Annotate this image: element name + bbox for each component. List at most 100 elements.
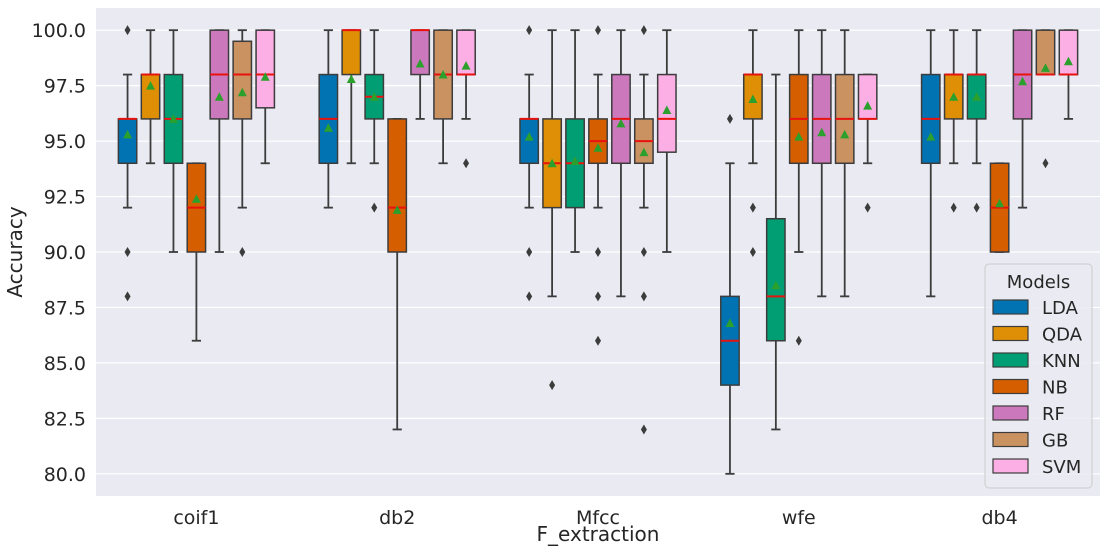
box-db4-SVM (1058, 29, 1079, 120)
legend-item-RF: RF (992, 404, 1065, 425)
y-tick-label: 97.5 (44, 76, 86, 98)
mean-marker (616, 118, 626, 128)
outlier-point (973, 202, 980, 213)
legend: Models LDA QDA KNN NB RF GB SVM (984, 263, 1093, 489)
x-tick-labels: coif1 db2 Mfcc wfe db4 (173, 507, 1017, 529)
y-tick-label: 87.5 (44, 297, 86, 319)
mean-marker (995, 198, 1005, 208)
legend-swatch (992, 431, 1029, 448)
mean-marker (771, 280, 781, 290)
box-db4-LDA (920, 29, 941, 298)
mean-marker (1040, 63, 1050, 72)
mean-marker (547, 158, 557, 168)
legend-item-KNN: KNN (992, 351, 1081, 372)
mean-marker (191, 194, 201, 203)
outlier-point (124, 25, 131, 36)
x-tick-label: db2 (379, 507, 415, 529)
mean-marker (817, 127, 827, 137)
box-wfe-SVM (857, 73, 878, 213)
legend-item-NB: NB (992, 378, 1068, 399)
mean-marker (323, 123, 333, 132)
outlier-point (549, 380, 556, 391)
mean-marker (524, 132, 534, 141)
mean-marker (863, 101, 873, 110)
box-body (410, 29, 431, 76)
legend-label: LDA (1042, 298, 1079, 319)
box-wfe-GB (834, 29, 855, 298)
x-tick-label: wfe (782, 507, 816, 529)
y-tick-label: 90.0 (44, 242, 86, 264)
outlier-point (595, 247, 601, 257)
box-body (232, 40, 253, 120)
outlier-point (124, 291, 131, 302)
legend-item-SVM: SVM (992, 457, 1081, 478)
box-db2-GB (433, 29, 454, 165)
outlier-point (749, 202, 756, 213)
outlier-point (595, 291, 601, 302)
legend-swatch (992, 299, 1029, 315)
outlier-point (595, 335, 601, 346)
outlier-point (595, 25, 601, 36)
y-tick-label: 95.0 (44, 131, 86, 153)
box-coif1-GB (232, 29, 253, 257)
legend-label: KNN (1042, 351, 1081, 372)
y-tick-label: 82.5 (44, 408, 86, 430)
box-db2-QDA (341, 29, 362, 165)
box-db4-KNN (966, 29, 987, 213)
outlier-point (640, 247, 647, 257)
box-db2-NB (387, 118, 408, 431)
box-body (255, 29, 276, 109)
outlier-point (371, 202, 378, 213)
box-body (857, 73, 878, 120)
box-db4-RF (1012, 29, 1033, 209)
outlier-point (726, 113, 733, 124)
box-coif1-KNN (163, 29, 184, 253)
mean-marker (461, 61, 471, 70)
box-wfe-RF (811, 29, 832, 298)
box-db4-GB (1035, 29, 1056, 169)
mean-marker (415, 58, 425, 68)
y-tick-label: 100.0 (32, 20, 86, 42)
box-db2-KNN (364, 29, 385, 213)
legend-label: GB (1042, 431, 1068, 452)
mean-marker (346, 74, 356, 83)
category-group-db4 (920, 29, 1079, 298)
y-tick-label: 85.0 (44, 353, 86, 375)
outlier-point (640, 424, 647, 435)
y-tick-label: 92.5 (44, 187, 86, 209)
outlier-point (749, 247, 756, 257)
box-wfe-QDA (742, 29, 763, 257)
x-tick-label: Mfcc (576, 507, 620, 529)
box-db2-RF (410, 29, 431, 120)
mean-marker (146, 81, 156, 90)
mean-marker (168, 114, 178, 123)
category-group-db2 (318, 29, 476, 431)
box-Mfcc-QDA (542, 29, 563, 391)
box-body (1058, 29, 1079, 76)
box-body (341, 29, 362, 76)
mean-marker (639, 147, 649, 157)
x-tick-label: db4 (981, 507, 1017, 529)
legend-item-GB: GB (992, 431, 1068, 452)
mean-marker (972, 92, 982, 101)
box-wfe-NB (788, 29, 809, 346)
mean-marker (840, 129, 850, 139)
legend-swatch (992, 325, 1029, 342)
category-group-wfe (720, 29, 878, 475)
outlier-point (463, 158, 470, 169)
y-tick-labels: 80.0 82.5 85.0 87.5 90.0 92.5 95.0 97.5 100.0 (32, 20, 86, 486)
box-body (519, 118, 540, 165)
mean-marker (1063, 56, 1073, 66)
outlier-point (526, 25, 533, 36)
mean-marker (392, 205, 402, 214)
outlier-point (950, 202, 957, 213)
legend-title: Models (1007, 272, 1070, 293)
mean-marker (1018, 76, 1028, 86)
mean-marker (662, 105, 672, 115)
box-body (765, 217, 786, 342)
y-tick-label: 80.0 (44, 464, 86, 486)
box-Mfcc-LDA (519, 25, 540, 302)
legend-label: RF (1042, 404, 1065, 425)
legend-item-LDA: LDA (992, 298, 1079, 319)
